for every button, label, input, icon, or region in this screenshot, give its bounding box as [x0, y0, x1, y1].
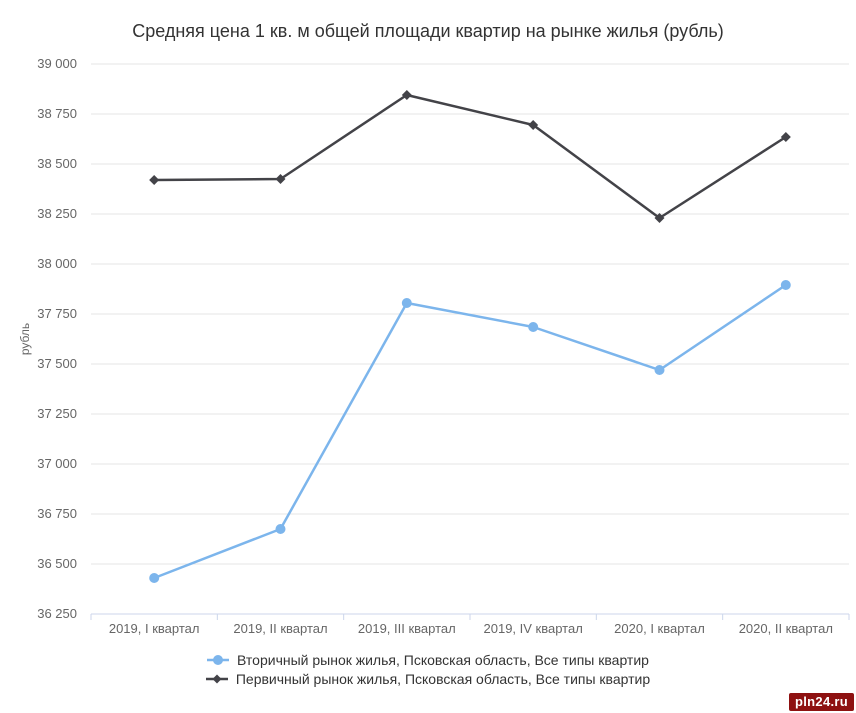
legend-circle-marker-icon	[207, 655, 230, 665]
data-point-circle	[528, 322, 539, 332]
y-axis-label: 39 000	[37, 56, 77, 71]
x-axis-label: 2020, I квартал	[614, 621, 705, 636]
data-point-diamond	[149, 175, 160, 185]
data-point-diamond	[654, 213, 665, 223]
x-axis-label: 2019, II квартал	[233, 621, 328, 636]
data-point-circle	[654, 365, 665, 375]
series-line-0	[152, 283, 788, 580]
chart-title: Средняя цена 1 кв. м общей площади кварт…	[132, 21, 724, 41]
y-axis-label: 38 750	[37, 106, 77, 121]
y-axis-label: 37 750	[37, 306, 77, 321]
legend-item-0[interactable]: Вторичный рынок жилья, Псковская область…	[207, 652, 649, 668]
data-point-circle	[149, 573, 160, 583]
x-axis-label: 2020, II квартал	[738, 621, 833, 636]
data-point-diamond	[275, 174, 286, 184]
y-axis-label: 38 000	[37, 256, 77, 271]
data-point-diamond	[528, 120, 539, 130]
y-axis-label: 37 000	[37, 456, 77, 471]
data-point-circle	[275, 524, 286, 534]
y-axis-label: 38 250	[37, 206, 77, 221]
y-axis-label: 37 250	[37, 406, 77, 421]
legend-diamond-marker-icon	[205, 674, 228, 684]
y-axis-label: 36 750	[37, 506, 77, 521]
legend-item-label: Первичный рынок жилья, Псковская область…	[235, 671, 651, 687]
legend-item-label: Вторичный рынок жилья, Псковская область…	[237, 652, 649, 668]
data-point-circle	[780, 280, 791, 290]
series-line-1	[152, 93, 788, 220]
y-axis-label: 38 500	[37, 156, 77, 171]
x-axis-label: 2019, IV квартал	[483, 621, 583, 636]
x-axis-label: 2019, I квартал	[108, 621, 200, 636]
data-point-diamond	[780, 132, 791, 142]
data-point-circle	[401, 298, 412, 308]
legend: Вторичный рынок жилья, Псковская область…	[0, 652, 856, 687]
data-point-diamond	[401, 90, 412, 100]
y-axis-label: 36 500	[37, 556, 77, 571]
y-axis-label: 36 250	[37, 606, 77, 621]
legend-item-1[interactable]: Первичный рынок жилья, Псковская область…	[205, 671, 651, 687]
x-axis-label: 2019, III квартал	[357, 621, 456, 636]
y-axis-label: 37 500	[37, 356, 77, 371]
watermark-badge: pln24.ru	[789, 693, 854, 711]
